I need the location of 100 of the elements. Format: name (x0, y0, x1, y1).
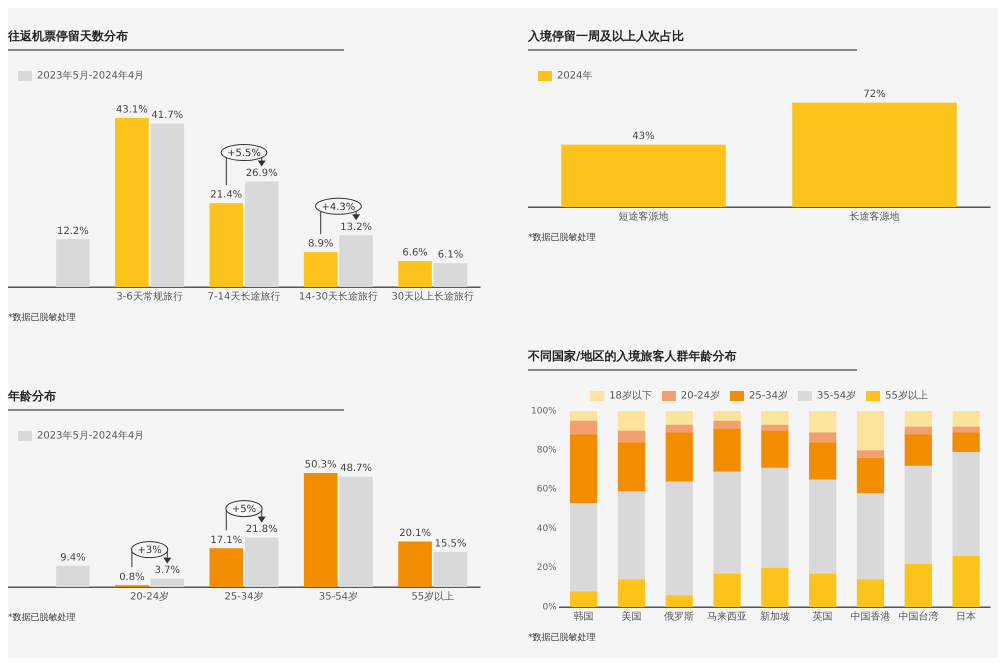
x-tick-label: 新加坡 (760, 610, 790, 623)
bar (809, 574, 836, 607)
bar (952, 426, 980, 433)
bar (856, 411, 884, 450)
bar (150, 124, 184, 287)
data-label: 48.7% (340, 463, 372, 474)
bar (339, 476, 373, 587)
bar (570, 434, 598, 504)
y-tick-label: 100% (530, 406, 558, 416)
x-tick-label: 中国香港 (850, 610, 890, 623)
bar (115, 118, 149, 287)
bar (209, 548, 244, 587)
y-tick-label: 40% (536, 524, 558, 534)
x-tick-label: 25-34岁 (224, 590, 264, 603)
x-tick-label: 日本 (956, 610, 976, 623)
x-tick-label: 35-54岁 (318, 590, 358, 603)
bar (618, 580, 646, 607)
bar (209, 203, 244, 287)
bar (856, 493, 884, 580)
y-tick-label: 0% (542, 602, 558, 612)
bar (713, 428, 741, 472)
bar (618, 442, 646, 492)
legend-label: 18岁以下 (609, 390, 652, 402)
bar (904, 466, 932, 564)
x-tick-label: 7-14天长途旅行 (208, 290, 280, 303)
bar (952, 452, 980, 556)
annotation: +5.5% (227, 148, 261, 160)
bar (713, 472, 741, 574)
data-label: 6.1% (438, 250, 464, 261)
bar (618, 491, 646, 580)
x-tick-label: 55岁以上 (411, 590, 454, 603)
bar (150, 578, 184, 587)
x-tick-label: 20-24岁 (130, 590, 170, 603)
data-label: 50.3% (304, 460, 337, 471)
bar (856, 458, 884, 494)
text: *数据已脱敏处理 (528, 232, 596, 244)
x-tick-label: 中国台湾 (898, 610, 938, 623)
y-tick-label: 20% (536, 563, 558, 574)
x-tick-label: 14-30天长途旅行 (298, 290, 378, 303)
x-tick-label: 30天以上长途旅行 (391, 290, 474, 303)
bar (809, 411, 836, 433)
bar (952, 432, 980, 452)
bar (339, 235, 373, 287)
bar (56, 239, 90, 287)
bar (304, 472, 338, 587)
data-label: 13.2% (340, 222, 372, 233)
legend-label: 55岁以上 (885, 390, 928, 402)
bar (761, 424, 788, 431)
bar (809, 432, 836, 442)
bar (570, 411, 598, 421)
bar (952, 556, 980, 607)
bar (904, 426, 932, 435)
bar (856, 580, 884, 607)
bar (398, 541, 432, 587)
y-tick-label: 80% (536, 446, 558, 456)
annotation: +3% (137, 545, 162, 556)
bar (666, 411, 693, 425)
bar (398, 261, 432, 287)
data-label: 6.6% (402, 248, 428, 259)
y-tick-label: 60% (536, 484, 558, 495)
bar (761, 468, 788, 568)
text: *数据已脱敏处理 (8, 612, 76, 624)
bar (304, 252, 338, 287)
bar (666, 595, 693, 607)
x-tick-label: 俄罗斯 (664, 610, 694, 623)
data-label: 21.8% (246, 524, 278, 536)
data-label: 43.1% (116, 104, 148, 116)
bar (713, 411, 741, 421)
bar (761, 568, 788, 607)
legend-label: 2023年5月-2024年4月 (37, 430, 144, 442)
legend-label: 2024年 (557, 70, 592, 82)
bar (570, 420, 598, 435)
bar (244, 538, 279, 587)
bar (809, 480, 836, 574)
data-label: 21.4% (210, 190, 242, 201)
bar (713, 420, 741, 429)
bar (618, 430, 646, 442)
bar (809, 442, 836, 480)
chart-title: 不同国家/地区的入境旅客人群年龄分布 (528, 348, 857, 371)
bar (761, 430, 788, 468)
bar (713, 574, 741, 607)
legend-label: 2023年5月-2024年4月 (37, 70, 144, 82)
annotation: +4.3% (322, 202, 356, 213)
legend-label: 35-54岁 (817, 390, 856, 402)
bar (666, 482, 693, 596)
bar (244, 182, 279, 287)
bar (904, 434, 932, 466)
data-label: 9.4% (60, 552, 86, 564)
chart-title: 年龄分布 (8, 388, 344, 411)
data-label: 15.5% (434, 538, 466, 550)
bar (904, 411, 932, 427)
data-label: 8.9% (308, 238, 334, 250)
data-label: 43% (632, 131, 655, 142)
x-tick-label: 马来西亚 (707, 610, 748, 623)
data-label: 12.2% (57, 226, 89, 237)
bar (618, 411, 646, 431)
legend-label: 20-24岁 (680, 390, 720, 402)
bar (666, 432, 693, 482)
text: *数据已脱敏处理 (8, 312, 76, 324)
bar (570, 591, 598, 607)
